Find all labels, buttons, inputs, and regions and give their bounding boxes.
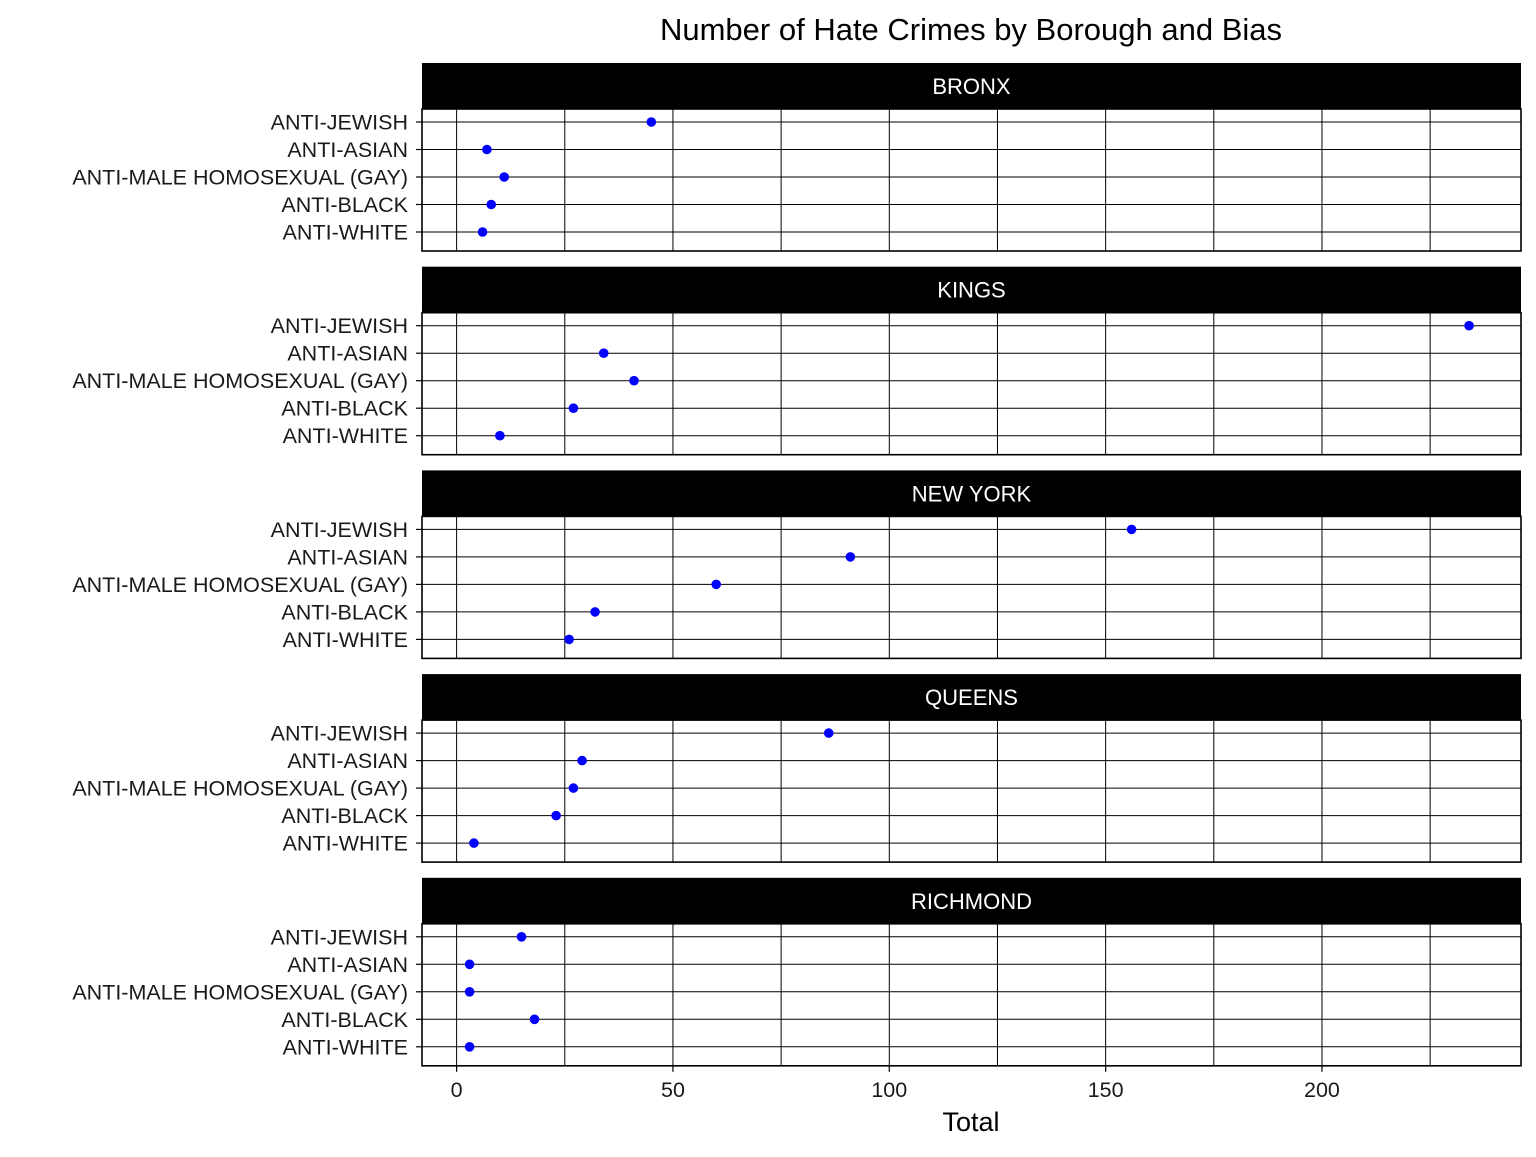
panel-border — [421, 515, 1522, 660]
y-tick-label: ANTI-MALE HOMOSEXUAL (GAY) — [72, 980, 408, 1004]
data-point-richmond-3 — [529, 1014, 540, 1025]
x-tick-label: 0 — [451, 1078, 463, 1102]
panel-border — [421, 108, 1522, 252]
x-axis: 0 50 100 150 200 — [451, 1065, 1340, 1102]
y-tick-label: ANTI-BLACK — [281, 397, 408, 421]
facet-strip — [422, 63, 1521, 109]
data-point-richmond-2 — [464, 987, 475, 997]
y-tick-label: ANTI-BLACK — [281, 1008, 408, 1032]
y-tick-label: ANTI-ASIAN — [287, 138, 408, 162]
y-tick-label: ANTI-ASIAN — [287, 342, 408, 366]
data-point-richmond-0 — [516, 932, 527, 942]
data-point-new-york-1 — [845, 552, 856, 562]
y-tick-label: ANTI-WHITE — [283, 424, 408, 448]
panel-border — [421, 311, 1522, 456]
y-tick-label: ANTI-WHITE — [283, 628, 408, 652]
data-point-bronx-4 — [477, 227, 488, 237]
facet-panel-richmond: RICHMOND ANTI-JEWISH ANTI-ASIAN ANTI-MALE H… — [72, 877, 1522, 1067]
y-tick-label: ANTI-WHITE — [283, 1035, 408, 1059]
y-tick-label: ANTI-MALE HOMOSEXUAL (GAY) — [72, 777, 408, 801]
x-tick-label: 150 — [1088, 1078, 1124, 1102]
y-tick-label: ANTI-MALE HOMOSEXUAL (GAY) — [72, 369, 408, 393]
facet-strip — [422, 877, 1521, 924]
facet-panel-new-york: NEW YORK ANTI-JEWISH ANTI-ASIAN ANTI-MALE H… — [72, 470, 1522, 660]
panel-border — [421, 719, 1522, 863]
data-point-bronx-0 — [646, 117, 657, 127]
panel-border — [421, 922, 1522, 1067]
data-point-richmond-1 — [464, 959, 475, 970]
data-point-new-york-4 — [564, 634, 574, 645]
facet-strip-label: QUEENS — [925, 685, 1018, 710]
facet-panel-queens: QUEENS ANTI-JEWISH ANTI-ASIAN ANTI-MALE HOM… — [72, 674, 1522, 863]
data-point-bronx-1 — [482, 144, 492, 155]
facet-panel-bronx: BRONX ANTI-JEWISH ANTI-ASIAN ANTI-MALE HOMO… — [72, 63, 1522, 252]
x-axis-label: Total — [942, 1107, 999, 1137]
panels-layer: BRONX ANTI-JEWISH ANTI-ASIAN ANTI-MALE HOMO… — [72, 63, 1522, 1067]
y-tick-label: ANTI-BLACK — [281, 193, 408, 217]
data-point-kings-3 — [568, 403, 579, 414]
facet-strip-label: RICHMOND — [911, 889, 1032, 914]
y-tick-label: ANTI-JEWISH — [271, 518, 408, 542]
data-point-queens-1 — [577, 755, 587, 766]
x-tick-label: 100 — [871, 1078, 907, 1102]
data-point-queens-4 — [469, 838, 479, 848]
chart-title: Number of Hate Crimes by Borough and Bia… — [660, 12, 1282, 47]
data-point-new-york-0 — [1126, 524, 1137, 535]
y-tick-label: ANTI-ASIAN — [287, 749, 408, 773]
data-point-new-york-3 — [590, 607, 600, 617]
facet-strip — [422, 266, 1521, 313]
x-tick-label: 200 — [1304, 1078, 1340, 1102]
data-point-queens-3 — [551, 810, 561, 821]
data-point-queens-0 — [823, 728, 834, 738]
y-tick-label: ANTI-ASIAN — [287, 545, 408, 569]
facet-strip — [422, 674, 1521, 721]
y-tick-label: ANTI-JEWISH — [271, 722, 408, 746]
y-tick-label: ANTI-BLACK — [281, 804, 408, 828]
facet-strip-label: NEW YORK — [912, 481, 1032, 506]
y-tick-label: ANTI-MALE HOMOSEXUAL (GAY) — [72, 573, 408, 597]
data-point-bronx-2 — [499, 172, 510, 182]
y-tick-label: ANTI-JEWISH — [271, 111, 408, 135]
y-tick-label: ANTI-JEWISH — [271, 925, 408, 949]
data-point-kings-1 — [598, 348, 609, 359]
facet-strip-label: KINGS — [937, 278, 1005, 303]
data-point-new-york-2 — [711, 579, 722, 590]
y-tick-label: ANTI-ASIAN — [287, 953, 408, 977]
y-tick-label: ANTI-MALE HOMOSEXUAL (GAY) — [72, 166, 408, 190]
data-point-queens-2 — [568, 783, 579, 793]
data-point-bronx-3 — [486, 199, 497, 210]
y-tick-label: ANTI-WHITE — [283, 832, 408, 856]
y-tick-label: ANTI-JEWISH — [271, 314, 408, 338]
facet-panel-kings: KINGS ANTI-JEWISH ANTI-ASIAN ANTI-MALE HOMO… — [72, 266, 1522, 456]
y-tick-label: ANTI-BLACK — [281, 600, 408, 624]
data-point-kings-4 — [495, 430, 505, 441]
data-point-kings-0 — [1464, 320, 1474, 331]
facet-strip — [422, 470, 1521, 517]
x-tick-label: 50 — [661, 1078, 685, 1102]
data-point-richmond-4 — [464, 1042, 475, 1052]
facet-strip-label: BRONX — [932, 74, 1011, 99]
y-tick-label: ANTI-WHITE — [283, 221, 408, 245]
data-point-kings-2 — [629, 375, 639, 386]
